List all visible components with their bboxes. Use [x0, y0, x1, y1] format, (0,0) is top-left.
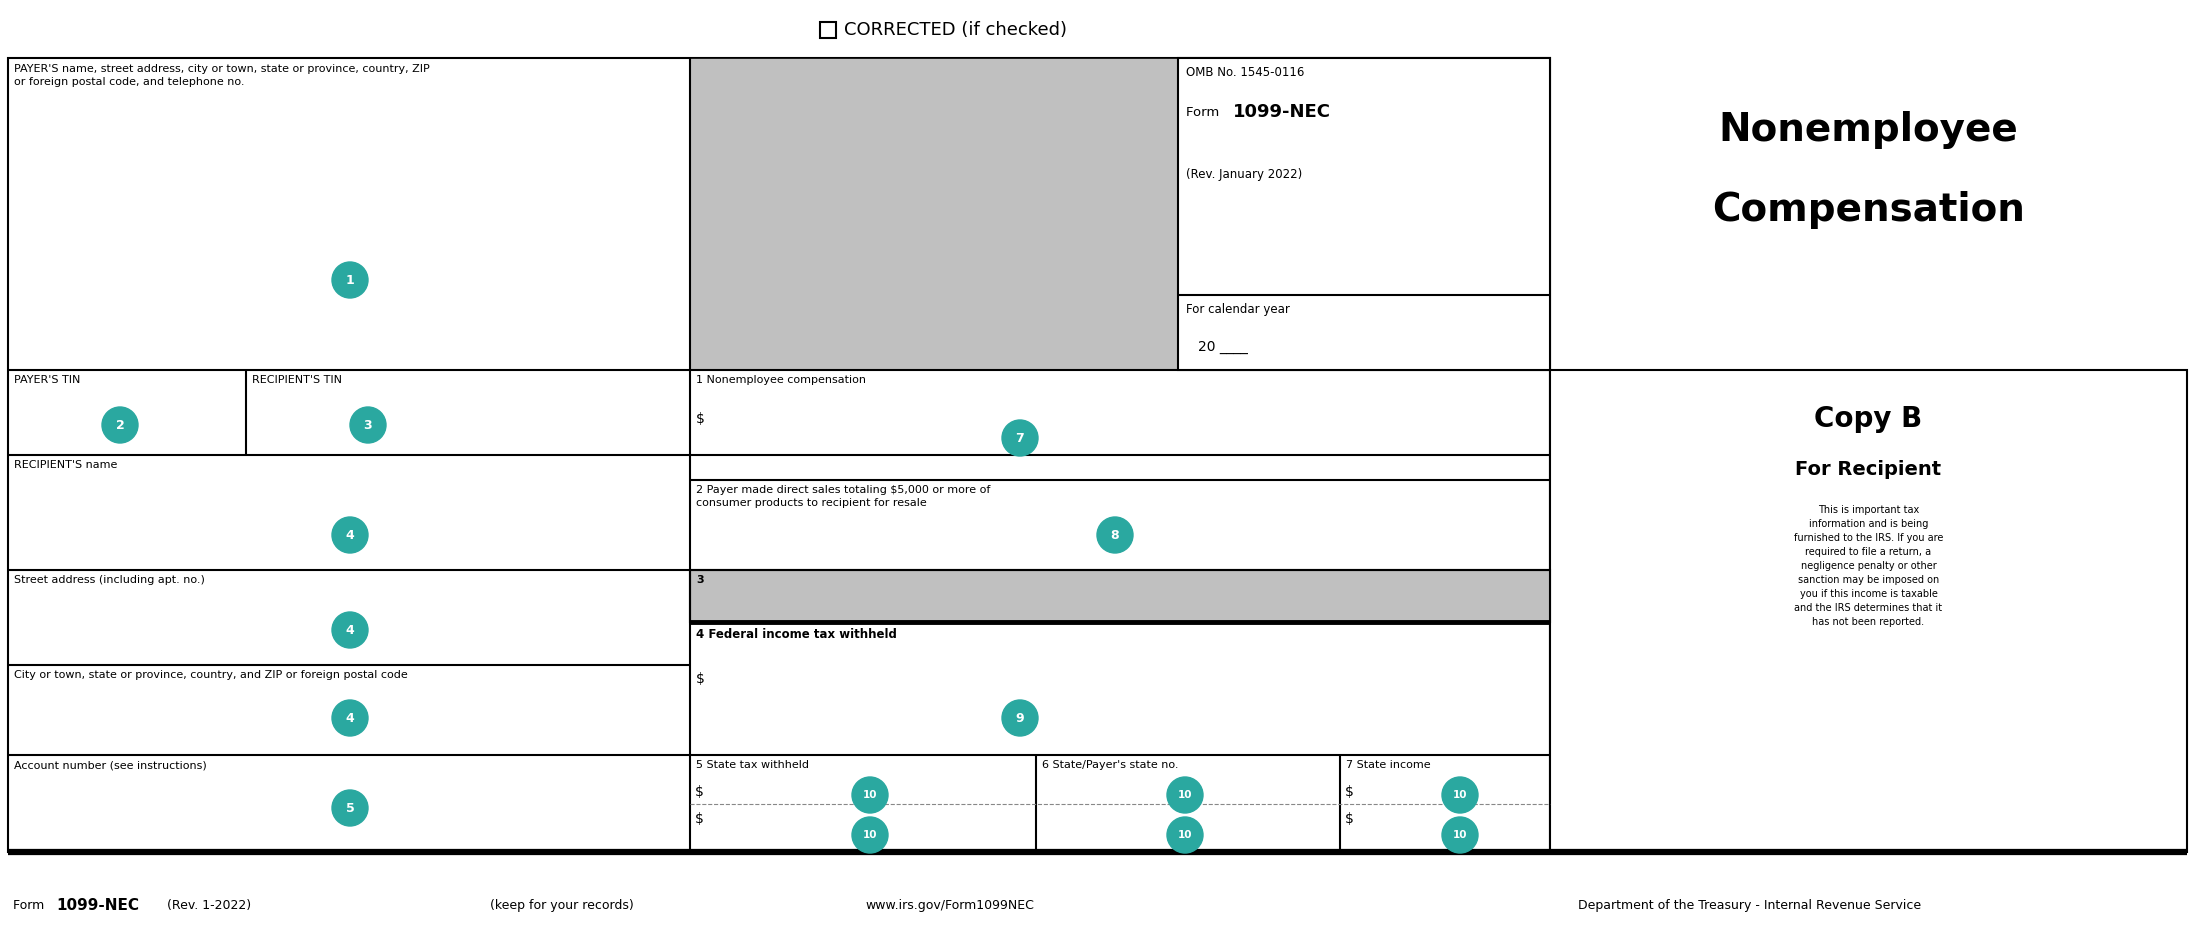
Circle shape	[1442, 817, 1477, 853]
Text: 4: 4	[345, 711, 353, 724]
Text: 1: 1	[345, 274, 353, 287]
Text: For calendar year: For calendar year	[1185, 303, 1291, 316]
Text: 20 ____: 20 ____	[1198, 340, 1249, 354]
FancyBboxPatch shape	[1550, 370, 2186, 852]
Circle shape	[1098, 517, 1133, 553]
FancyBboxPatch shape	[689, 570, 1550, 622]
Text: Form: Form	[1185, 106, 1223, 119]
Text: Compensation: Compensation	[1712, 191, 2026, 229]
Circle shape	[349, 407, 386, 443]
Circle shape	[1168, 817, 1203, 853]
Text: CORRECTED (if checked): CORRECTED (if checked)	[845, 21, 1067, 39]
Text: City or town, state or province, country, and ZIP or foreign postal code: City or town, state or province, country…	[13, 670, 408, 680]
Text: $: $	[696, 812, 705, 826]
Text: $: $	[1346, 812, 1354, 826]
Text: 10: 10	[1179, 790, 1192, 800]
Circle shape	[331, 790, 369, 826]
Text: 5: 5	[345, 801, 353, 814]
Text: OMB No. 1545-0116: OMB No. 1545-0116	[1185, 66, 1304, 79]
FancyBboxPatch shape	[1179, 58, 1550, 370]
Text: $: $	[1346, 785, 1354, 799]
Circle shape	[852, 777, 889, 813]
Circle shape	[101, 407, 138, 443]
Text: 10: 10	[863, 790, 878, 800]
Text: www.irs.gov/Form1099NEC: www.irs.gov/Form1099NEC	[865, 899, 1034, 912]
Circle shape	[852, 817, 889, 853]
Text: $: $	[696, 785, 705, 799]
Text: 4: 4	[345, 528, 353, 542]
Text: 10: 10	[863, 830, 878, 840]
FancyBboxPatch shape	[821, 22, 836, 38]
Text: 7 State income: 7 State income	[1346, 760, 1431, 770]
Text: RECIPIENT'S TIN: RECIPIENT'S TIN	[252, 375, 342, 385]
Text: 3: 3	[696, 575, 705, 585]
Text: 5 State tax withheld: 5 State tax withheld	[696, 760, 810, 770]
Text: 3: 3	[364, 419, 373, 432]
FancyBboxPatch shape	[9, 58, 1550, 852]
Text: Copy B: Copy B	[1815, 405, 1923, 433]
Text: 1 Nonemployee compensation: 1 Nonemployee compensation	[696, 375, 867, 385]
Text: For Recipient: For Recipient	[1796, 460, 1943, 479]
Text: PAYER'S TIN: PAYER'S TIN	[13, 375, 81, 385]
Text: 1099-NEC: 1099-NEC	[1234, 103, 1330, 121]
Text: This is important tax
information and is being
furnished to the IRS. If you are
: This is important tax information and is…	[1793, 505, 1943, 627]
Text: (Rev. 1-2022): (Rev. 1-2022)	[162, 899, 250, 912]
Text: 10: 10	[1179, 830, 1192, 840]
Text: 2 Payer made direct sales totaling $5,000 or more of
consumer products to recipi: 2 Payer made direct sales totaling $5,00…	[696, 485, 990, 509]
Text: 8: 8	[1111, 528, 1119, 542]
Circle shape	[331, 517, 369, 553]
Text: 9: 9	[1016, 711, 1025, 724]
Text: Form: Form	[13, 899, 48, 912]
Text: $: $	[696, 672, 705, 686]
Text: 4 Federal income tax withheld: 4 Federal income tax withheld	[696, 628, 898, 641]
Circle shape	[1168, 777, 1203, 813]
Text: (keep for your records): (keep for your records)	[489, 899, 634, 912]
Text: Street address (including apt. no.): Street address (including apt. no.)	[13, 575, 204, 585]
Circle shape	[1001, 700, 1038, 736]
Text: 6 State/Payer's state no.: 6 State/Payer's state no.	[1043, 760, 1179, 770]
Text: PAYER'S name, street address, city or town, state or province, country, ZIP
or f: PAYER'S name, street address, city or to…	[13, 64, 430, 87]
Text: 4: 4	[345, 623, 353, 636]
Text: (Rev. January 2022): (Rev. January 2022)	[1185, 168, 1302, 181]
Circle shape	[331, 612, 369, 648]
Circle shape	[1442, 777, 1477, 813]
Circle shape	[331, 262, 369, 298]
Text: Nonemployee: Nonemployee	[1719, 111, 2019, 149]
Text: 7: 7	[1016, 432, 1025, 444]
Text: 2: 2	[116, 419, 125, 432]
Text: RECIPIENT'S name: RECIPIENT'S name	[13, 460, 116, 470]
Circle shape	[331, 700, 369, 736]
Text: $: $	[696, 412, 705, 426]
Text: Department of the Treasury - Internal Revenue Service: Department of the Treasury - Internal Re…	[1578, 899, 1921, 912]
Text: 1099-NEC: 1099-NEC	[57, 898, 138, 913]
Text: 10: 10	[1453, 830, 1466, 840]
FancyBboxPatch shape	[689, 58, 1179, 370]
Text: Account number (see instructions): Account number (see instructions)	[13, 760, 206, 770]
Circle shape	[1001, 420, 1038, 456]
Text: 10: 10	[1453, 790, 1466, 800]
